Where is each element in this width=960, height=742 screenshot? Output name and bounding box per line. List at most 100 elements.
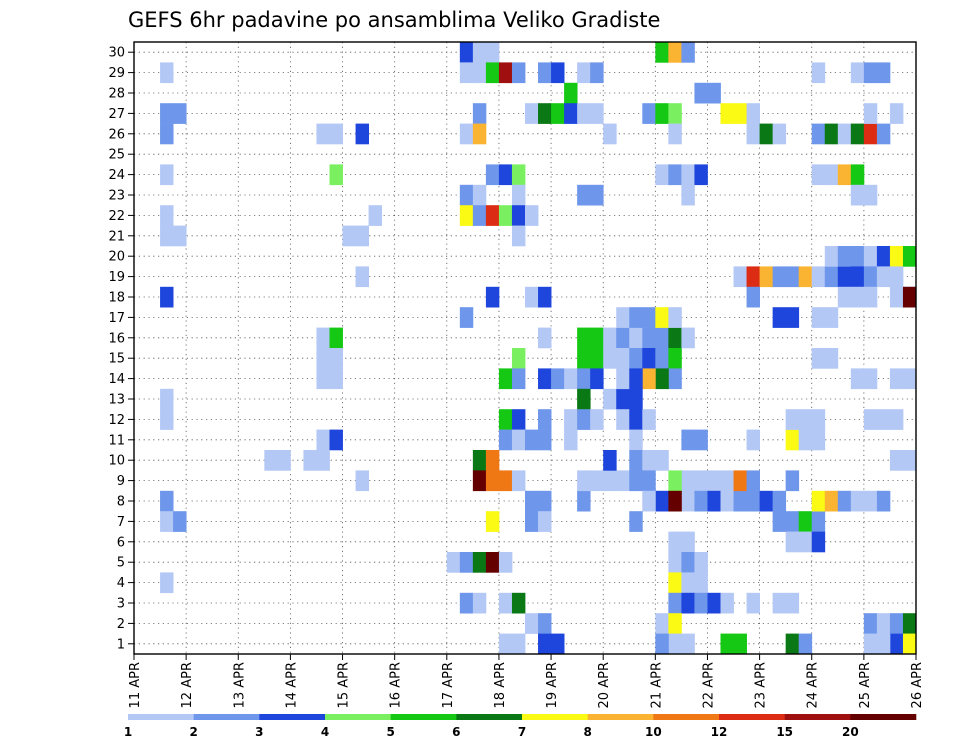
- heatmap-cell: [850, 123, 865, 145]
- heatmap-cell: [525, 613, 539, 634]
- heatmap-cell: [160, 205, 174, 226]
- heatmap-cell: [902, 286, 917, 308]
- x-tick-label: 20 APR: [597, 662, 612, 708]
- colorbar-label: 15: [776, 725, 793, 739]
- heatmap-cell: [720, 103, 734, 124]
- heatmap-cell: [876, 409, 891, 430]
- colorbar-swatch: [390, 714, 457, 720]
- heatmap-cell: [707, 82, 721, 104]
- heatmap-cell: [590, 368, 604, 390]
- colorbar-swatch: [128, 714, 194, 720]
- heatmap-cell: [863, 103, 878, 124]
- heatmap-cell: [160, 388, 174, 410]
- heatmap-cell: [655, 633, 669, 655]
- heatmap-cell: [511, 429, 526, 451]
- heatmap-cell: [772, 490, 787, 512]
- heatmap-cell: [746, 103, 760, 124]
- heatmap-cell: [876, 123, 891, 145]
- heatmap-cell: [811, 429, 826, 451]
- heatmap-cell: [850, 62, 865, 84]
- heatmap-cell: [498, 470, 513, 492]
- heatmap-cell: [668, 307, 682, 328]
- heatmap-cell: [564, 82, 578, 104]
- colorbar-label: 8: [583, 725, 591, 739]
- heatmap-cell: [498, 429, 513, 451]
- heatmap-cell: [785, 429, 800, 451]
- heatmap-cell: [525, 103, 539, 124]
- heatmap-cell: [616, 327, 630, 349]
- heatmap-cell: [733, 266, 747, 288]
- heatmap-cell: [863, 123, 878, 145]
- heatmap-cell: [577, 348, 591, 369]
- heatmap-cell: [824, 490, 839, 512]
- heatmap-cell: [876, 490, 891, 512]
- heatmap-cell: [824, 266, 839, 288]
- heatmap-cell: [616, 368, 630, 390]
- y-tick-label: 30: [108, 46, 125, 61]
- heatmap-cell: [668, 572, 682, 594]
- heatmap-cell: [551, 62, 565, 84]
- heatmap-cell: [642, 103, 656, 124]
- heatmap-cell: [811, 348, 826, 369]
- heatmap-cell: [472, 205, 487, 226]
- y-tick-label: 23: [108, 189, 125, 204]
- heatmap-cell: [863, 633, 878, 655]
- heatmap-cell: [603, 470, 617, 492]
- heatmap-cell: [837, 286, 852, 308]
- heatmap-cell: [538, 613, 552, 634]
- heatmap-cell: [759, 266, 774, 288]
- heatmap-cell: [811, 307, 826, 328]
- heatmap-cell: [590, 409, 604, 430]
- plot-frame: [133, 41, 917, 655]
- x-tick-label: 13 APR: [232, 662, 247, 708]
- heatmap-cell: [629, 511, 643, 532]
- heatmap-cell: [538, 633, 552, 655]
- heatmap-cell: [485, 286, 500, 308]
- heatmap-cell: [316, 123, 330, 145]
- heatmap-cell: [316, 327, 330, 349]
- heatmap-cell: [642, 490, 656, 512]
- heatmap-cell: [694, 82, 708, 104]
- heatmap-cell: [485, 470, 500, 492]
- heatmap-cell: [798, 633, 813, 655]
- y-tick-label: 1: [117, 637, 125, 652]
- heatmap-cell: [668, 552, 682, 573]
- heatmap-cell: [668, 42, 682, 63]
- heatmap-cell: [329, 368, 343, 390]
- heatmap-cell: [668, 123, 682, 145]
- heatmap-cell: [472, 450, 487, 471]
- heatmap-cell: [590, 184, 604, 206]
- heatmap-cell: [629, 388, 643, 410]
- heatmap-cell: [472, 42, 487, 63]
- heatmap-cell: [511, 225, 526, 247]
- colorbar-swatch: [325, 714, 391, 720]
- y-tick-label: 14: [108, 372, 125, 387]
- heatmap-cell: [772, 592, 787, 614]
- heatmap-cell: [772, 266, 787, 288]
- heatmap-cell: [785, 470, 800, 492]
- heatmap-cell: [668, 633, 682, 655]
- heatmap-cell: [902, 246, 917, 267]
- heatmap-cell: [173, 511, 187, 532]
- data-cells: [160, 42, 917, 655]
- heatmap-cell: [694, 470, 708, 492]
- heatmap-cell: [498, 592, 513, 614]
- heatmap-cell: [798, 266, 813, 288]
- colorbar-swatch: [193, 714, 260, 720]
- heatmap-cell: [603, 123, 617, 145]
- y-tick-label: 18: [108, 291, 125, 306]
- heatmap-cell: [316, 429, 330, 451]
- heatmap-cell: [642, 307, 656, 328]
- heatmap-cell: [277, 450, 291, 471]
- heatmap-cell: [746, 429, 760, 451]
- x-tick-label: 19 APR: [545, 662, 560, 708]
- heatmap-cell: [655, 42, 669, 63]
- heatmap-cell: [616, 470, 630, 492]
- heatmap-cell: [746, 286, 760, 308]
- heatmap-cell: [368, 205, 383, 226]
- heatmap-cell: [511, 470, 526, 492]
- heatmap-cell: [824, 348, 839, 369]
- heatmap-cell: [498, 409, 513, 430]
- heatmap-cell: [355, 225, 369, 247]
- x-tick-label: 17 APR: [441, 662, 456, 708]
